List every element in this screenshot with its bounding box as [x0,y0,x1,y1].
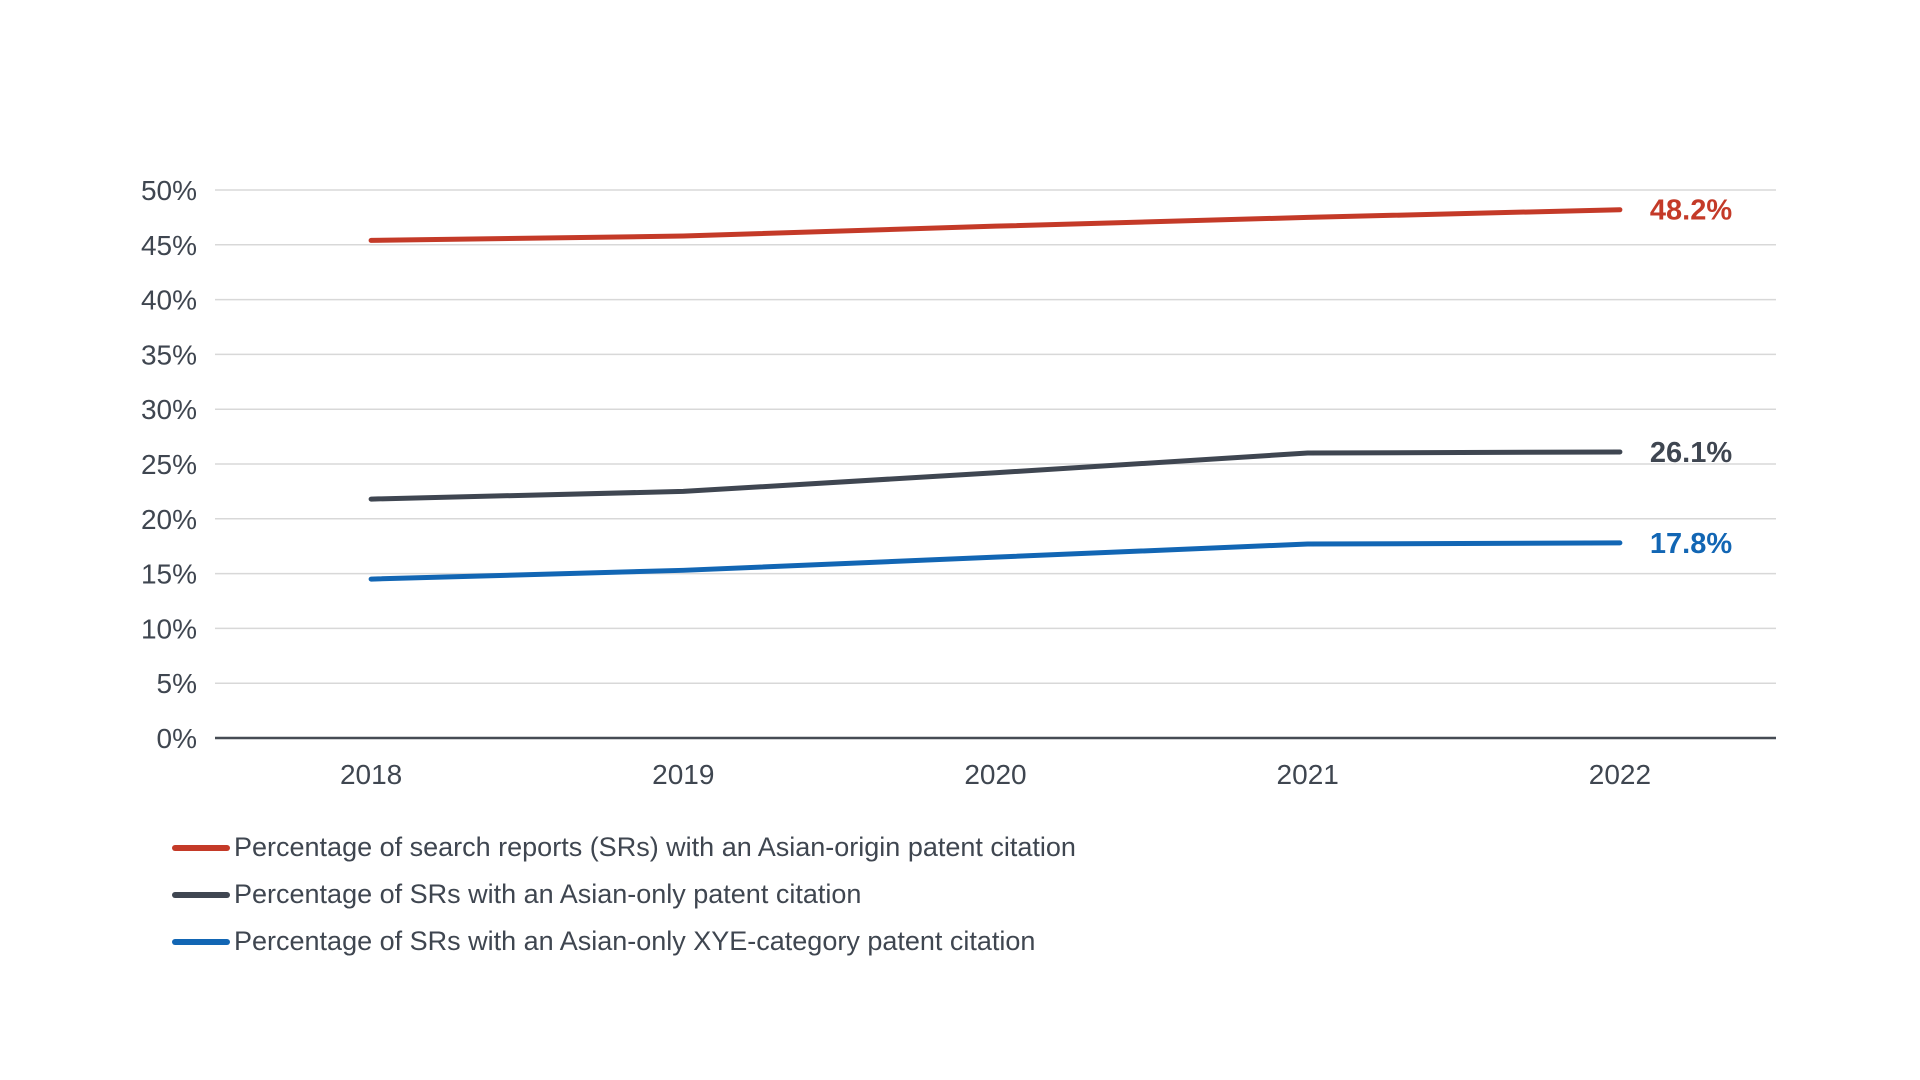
chart-legend: Percentage of search reports (SRs) with … [172,824,1076,965]
legend-label: Percentage of SRs with an Asian-only XYE… [234,926,1036,956]
data-line-series-2 [368,540,1623,582]
y-tick-label: 50% [141,175,197,206]
legend-label: Percentage of SRs with an Asian-only pat… [234,879,862,909]
x-tick-label: 2019 [652,759,714,790]
y-tick-label: 35% [141,339,197,370]
x-tick-label: 2018 [340,759,402,790]
y-tick-label: 30% [141,394,197,425]
y-tick-label: 40% [141,285,197,316]
end-value-label: 48.2% [1650,195,1732,227]
y-tick-label: 5% [157,668,197,699]
y-tick-label: 0% [157,723,197,754]
y-tick-label: 15% [141,559,197,590]
x-tick-label: 2022 [1589,759,1651,790]
legend-item: Percentage of search reports (SRs) with … [172,824,1076,871]
legend-label: Percentage of search reports (SRs) with … [234,832,1076,862]
y-tick-label: 10% [141,613,197,644]
legend-line-swatch-icon [172,844,230,851]
y-tick-label: 45% [141,230,197,261]
data-line-series-0 [368,207,1623,243]
x-tick-label: 2020 [964,759,1026,790]
legend-line-swatch-icon [172,938,230,945]
line-chart: 0% 5% 10% 15% 20% 25% 30% 35% 40% 45% 50% 2018 2019 2… [141,175,1776,790]
y-tick-label: 20% [141,504,197,535]
end-value-label: 26.1% [1650,437,1732,469]
legend-item: Percentage of SRs with an Asian-only pat… [172,871,1076,918]
data-line-series-1 [368,449,1623,502]
x-tick-label: 2021 [1277,759,1339,790]
legend-item: Percentage of SRs with an Asian-only XYE… [172,918,1076,965]
legend-line-swatch-icon [172,891,230,898]
y-tick-label: 25% [141,449,197,480]
end-value-label: 17.8% [1650,528,1732,560]
